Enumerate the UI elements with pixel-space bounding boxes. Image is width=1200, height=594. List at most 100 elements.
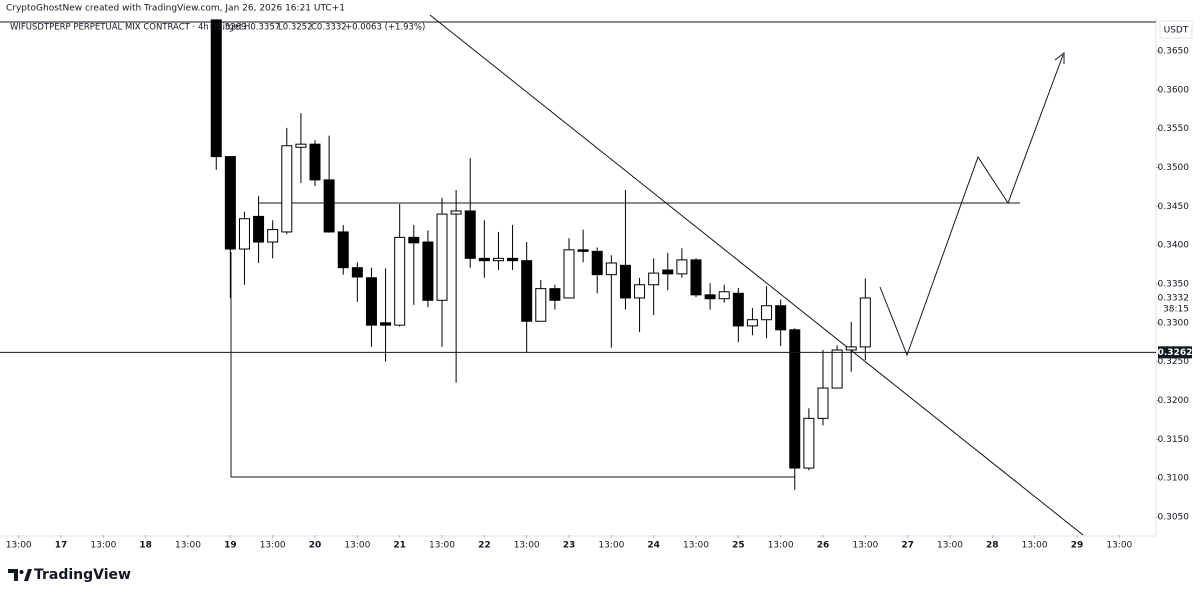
change: +0.0063 (+1.93%) xyxy=(345,23,425,33)
y-tick-label: 0.3050 xyxy=(1158,512,1190,522)
y-tick-label: 0.3500 xyxy=(1158,163,1190,173)
candle-body xyxy=(521,260,533,322)
x-tick-label: 13:00 xyxy=(260,541,286,551)
candle-body xyxy=(464,210,476,259)
candle-body xyxy=(605,262,617,276)
candle-body xyxy=(648,272,660,286)
candle-body xyxy=(563,249,575,299)
arrow-head xyxy=(1054,51,1065,64)
candle-body xyxy=(732,292,744,327)
x-tick-label: 19 xyxy=(224,541,237,551)
x-tick-label: 13:00 xyxy=(683,541,709,551)
candle-body xyxy=(507,257,519,262)
y-tick-label: 0.3300 xyxy=(1158,318,1190,328)
x-tick-label: 13:00 xyxy=(937,541,963,551)
y-tick-label: 0.3450 xyxy=(1158,202,1190,212)
candle-body xyxy=(337,231,349,269)
candle-body xyxy=(746,319,758,327)
x-tick-label: 22 xyxy=(478,541,491,551)
candle-body xyxy=(365,277,377,326)
ohlc-open: O0.3269 xyxy=(210,23,246,33)
y-tick-label: 0.3100 xyxy=(1158,474,1190,484)
x-tick-label: 13:00 xyxy=(1022,541,1048,551)
candle-body xyxy=(577,249,589,252)
x-tick-label: 21 xyxy=(393,541,406,551)
credit: CryptoGhostNew created with TradingView.… xyxy=(6,4,345,14)
x-tick-label: 13:00 xyxy=(6,541,32,551)
candle-body xyxy=(831,349,843,389)
drawn-line xyxy=(230,252,795,478)
x-tick-label: 26 xyxy=(817,541,830,551)
candle-body xyxy=(436,213,448,301)
x-tick-label: 23 xyxy=(563,541,576,551)
x-tick-label: 25 xyxy=(732,541,745,551)
x-tick-label: 13:00 xyxy=(768,541,794,551)
x-tick-label: 13:00 xyxy=(598,541,624,551)
candle-body xyxy=(761,305,773,321)
marked-price-label: 0.3262 xyxy=(1158,348,1193,358)
candle-body xyxy=(295,143,307,148)
candle-body xyxy=(704,294,716,300)
x-tick-label: 18 xyxy=(139,541,152,551)
x-tick-label: 20 xyxy=(309,541,322,551)
candle-body xyxy=(309,143,321,181)
candle-body xyxy=(817,387,829,419)
candle-body xyxy=(845,346,857,351)
candle-body xyxy=(634,284,646,299)
y-tick-label: 0.3650 xyxy=(1158,46,1190,56)
x-tick-label: 24 xyxy=(647,541,660,551)
candle-body xyxy=(718,291,730,300)
candle-body xyxy=(394,236,406,326)
candle-body xyxy=(803,417,815,469)
candle-body xyxy=(789,329,801,469)
y-tick-label: 0.3350 xyxy=(1158,279,1190,289)
candle-body xyxy=(619,264,631,299)
y-tick-label: 0.3600 xyxy=(1158,85,1190,95)
y-tick-label: 0.3150 xyxy=(1158,435,1190,445)
candle-body xyxy=(422,241,434,301)
x-tick-label: 13:00 xyxy=(429,541,455,551)
candle-body xyxy=(450,210,462,215)
plot-area: 0.3050 0.3100 0.3150 0.3200 0.3250 0.3300 0.33… xyxy=(0,19,1190,551)
candle-body xyxy=(267,229,279,243)
last-price-label: 0.3332 xyxy=(1158,293,1190,303)
candle-body xyxy=(238,218,250,250)
unit-box xyxy=(1159,20,1193,39)
ohlc-low: L0.3252 xyxy=(278,23,312,33)
price-label-box xyxy=(1158,346,1192,359)
y-tick-label: 0.3550 xyxy=(1158,124,1190,134)
symbol: WIFUSDTPERP PERPETUAL MIX CONTRACT · 4h … xyxy=(10,23,243,33)
candle-body xyxy=(478,257,490,262)
candle-body xyxy=(676,259,688,275)
candle-body xyxy=(690,259,702,296)
x-tick-label: 13:00 xyxy=(90,541,116,551)
x-tick-label: 13:00 xyxy=(852,541,878,551)
x-tick-label: 13:00 xyxy=(175,541,201,551)
candle-body xyxy=(591,250,603,276)
brand: TradingView xyxy=(34,567,131,583)
candle-body xyxy=(775,305,787,331)
candle-body xyxy=(210,19,222,158)
x-tick-label: 13:00 xyxy=(344,541,370,551)
x-tick-label: 28 xyxy=(986,541,999,551)
candle-body xyxy=(351,267,363,278)
candle-body xyxy=(380,322,392,326)
x-tick-label: 17 xyxy=(55,541,68,551)
projection-path xyxy=(879,54,1064,357)
x-tick-label: 13:00 xyxy=(1106,541,1132,551)
brand-logo xyxy=(8,569,32,581)
ohlc-close: C0.3332 xyxy=(311,23,347,33)
candle-body xyxy=(408,236,420,244)
ohlc-high: H0.3357 xyxy=(244,23,280,33)
y-tick-label: 0.3250 xyxy=(1158,357,1190,367)
candle-body xyxy=(492,257,504,262)
candle-body xyxy=(253,215,265,243)
x-tick-label: 27 xyxy=(901,541,914,551)
candle-body xyxy=(662,269,674,275)
candle-body xyxy=(281,145,293,233)
candle-body xyxy=(549,288,561,301)
candle-body xyxy=(859,297,871,348)
candle-body xyxy=(323,179,335,233)
